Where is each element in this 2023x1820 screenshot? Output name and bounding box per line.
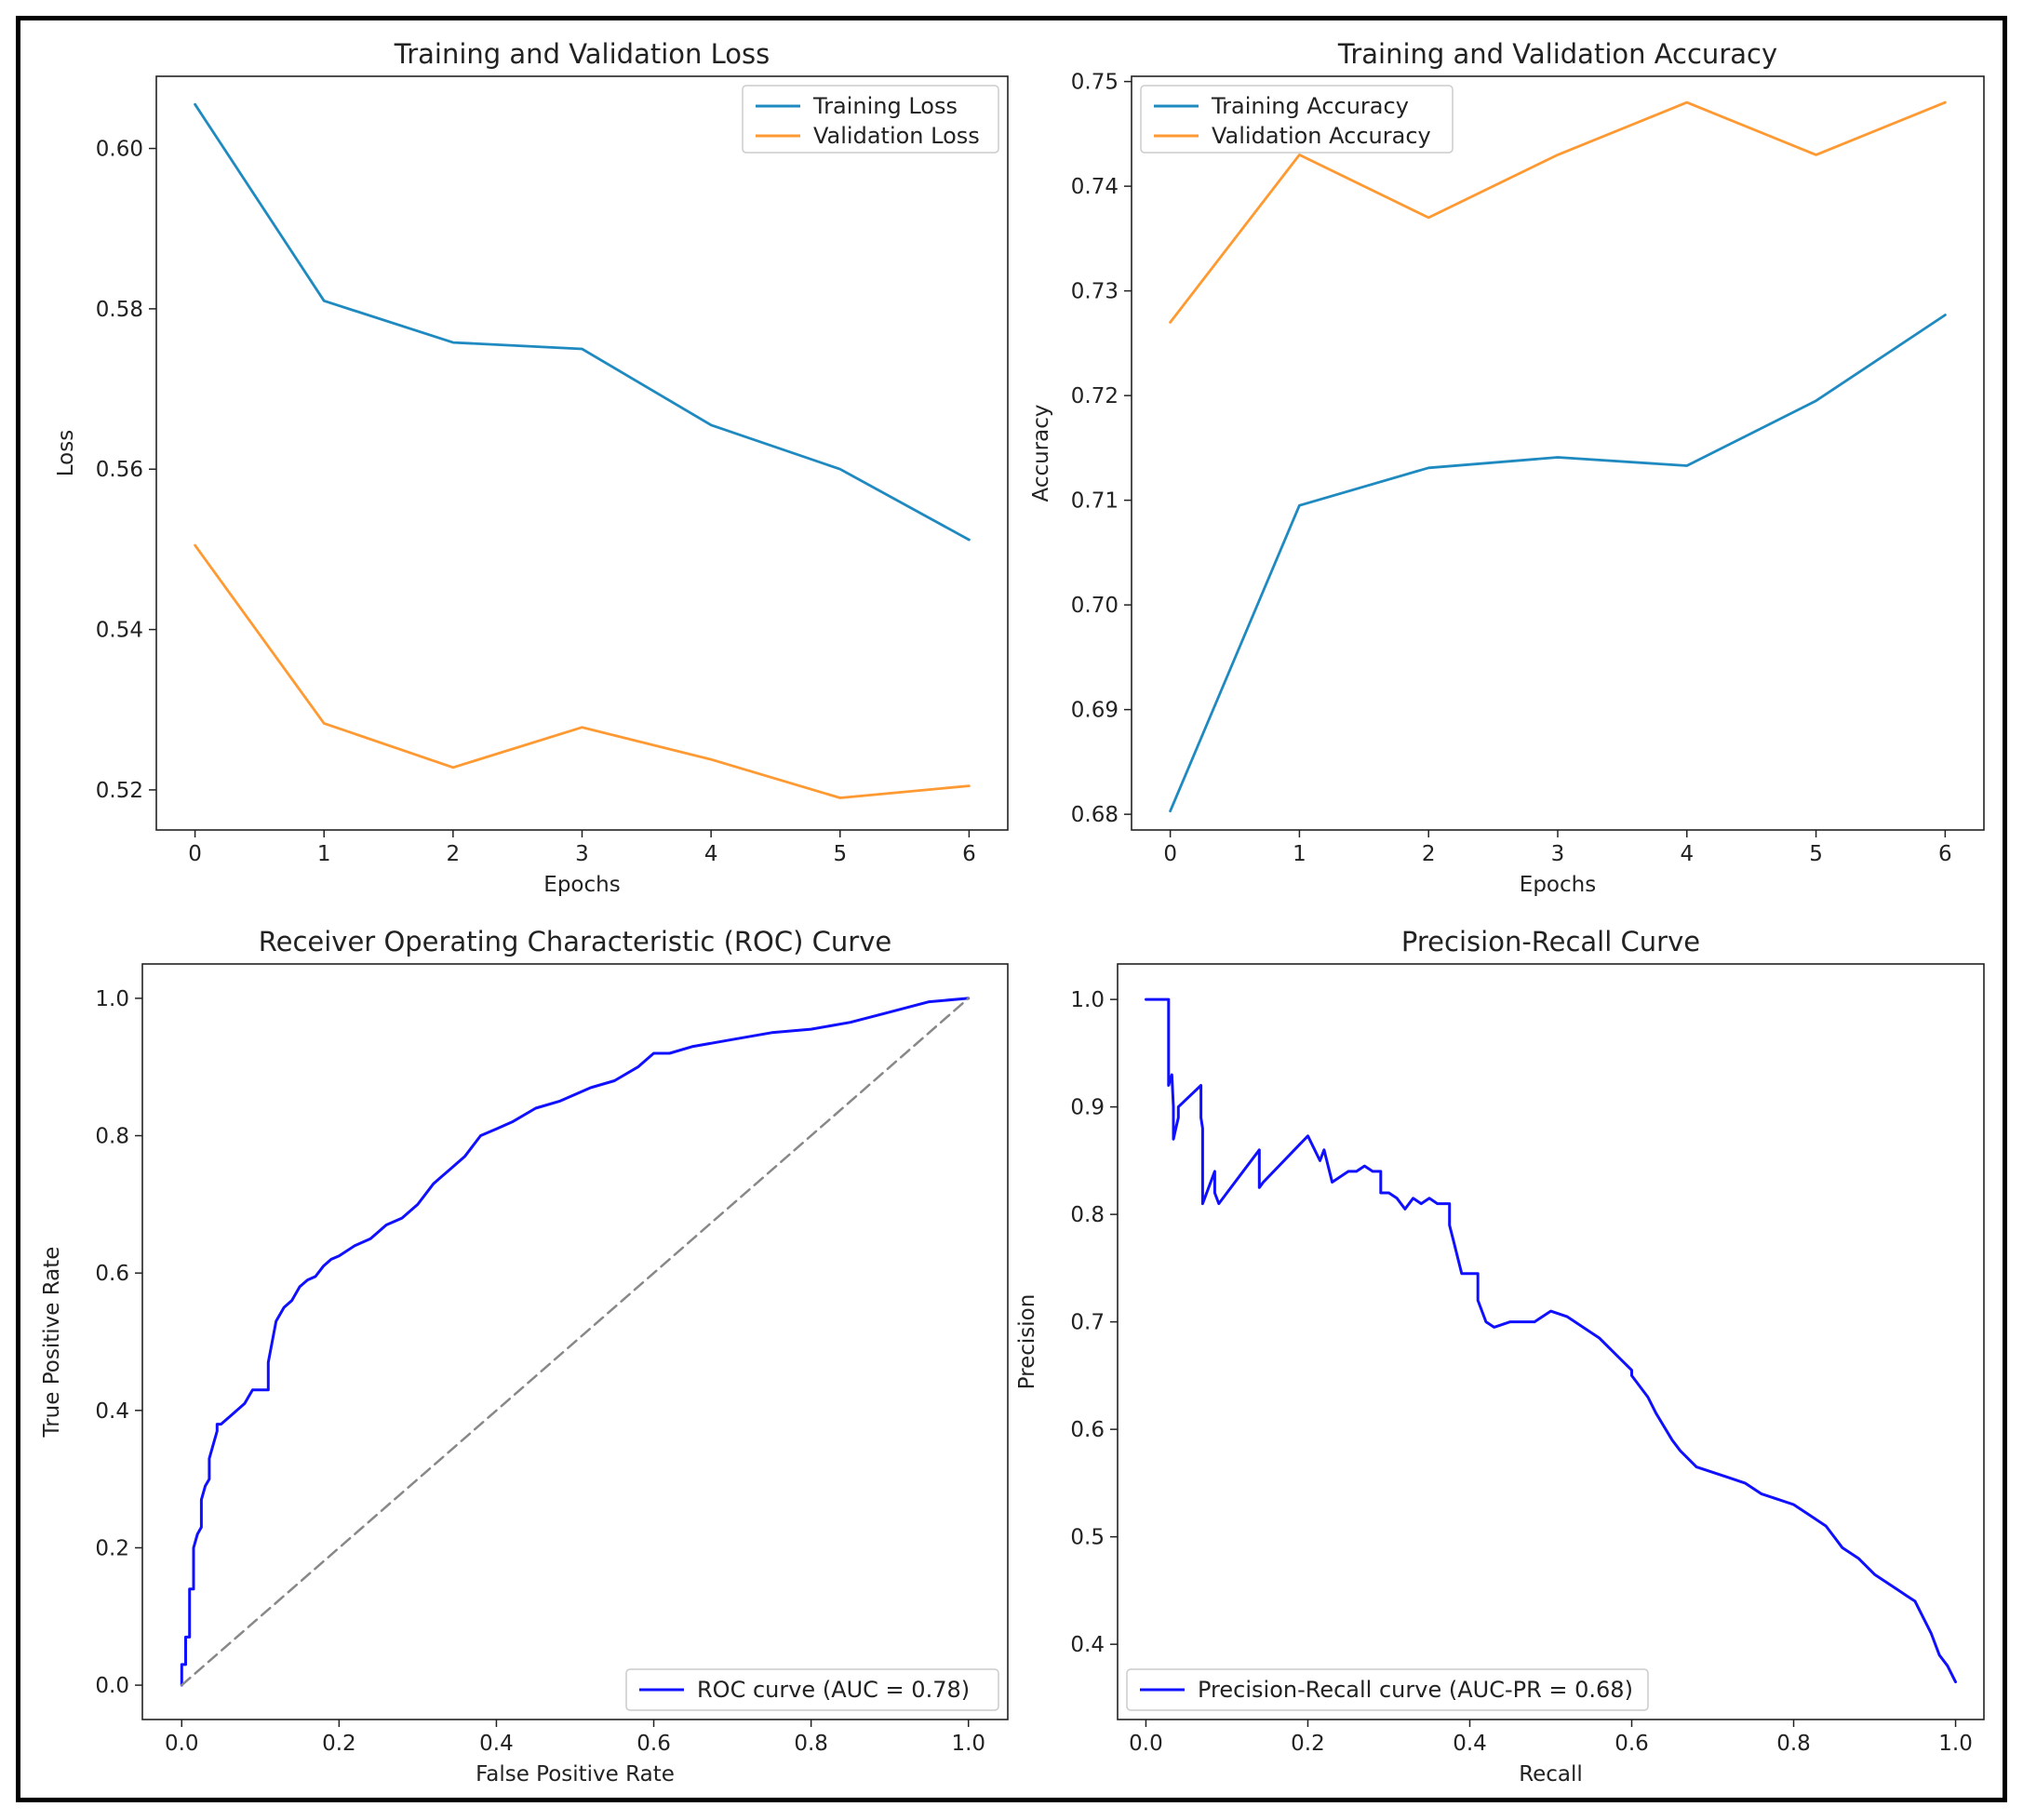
x-tick-label: 6	[1938, 842, 1952, 866]
y-tick-label: 0.8	[1070, 1203, 1105, 1227]
legend: Precision-Recall curve (AUC-PR = 0.68)	[1126, 1668, 1649, 1711]
legend-box	[1140, 85, 1454, 154]
x-tick-label: 2	[1422, 842, 1436, 866]
legend-label: Validation Accuracy	[1212, 123, 1431, 149]
y-tick-label: 0.6	[95, 1262, 129, 1286]
figure-frame	[16, 16, 2007, 1802]
y-tick-label: 0.69	[1071, 699, 1119, 723]
x-tick-label: 3	[1551, 842, 1565, 866]
legend: ROC curve (AUC = 0.78)	[625, 1668, 999, 1711]
x-tick-label: 0.4	[1453, 1732, 1487, 1756]
series-line-1	[1169, 314, 1947, 813]
y-tick-label: 0.75	[1071, 71, 1119, 95]
x-tick-label: 4	[1680, 842, 1694, 866]
y-axis-label: Precision	[1015, 1294, 1039, 1390]
legend-box	[1126, 1668, 1649, 1711]
y-tick-label: 0.71	[1071, 489, 1119, 514]
plot-area-frame	[155, 75, 1009, 831]
series-line-1	[1145, 997, 1957, 1684]
y-tick-label: 0.6	[1070, 1418, 1105, 1442]
y-tick-label: 0.2	[95, 1536, 129, 1560]
x-tick-label: 0.2	[322, 1732, 356, 1756]
chart-panel-2: Training and Validation Accuracy 0 1 2 3 4 5 6 0…	[1029, 38, 1985, 897]
legend-box	[625, 1668, 999, 1711]
y-tick-label: 0.72	[1071, 384, 1119, 408]
x-tick-label: 1	[1293, 842, 1306, 866]
x-tick-label: 0.8	[794, 1732, 828, 1756]
y-tick-label: 0.52	[96, 779, 143, 803]
y-axis-label: True Positive Rate	[40, 1247, 64, 1439]
x-tick-label: 3	[575, 842, 589, 866]
x-tick-label: 2	[447, 842, 461, 866]
y-tick-label: 0.9	[1070, 1096, 1105, 1120]
y-tick-label: 0.5	[1070, 1526, 1105, 1550]
y-tick-label: 0.73	[1071, 280, 1119, 304]
legend-label: Validation Loss	[813, 123, 980, 149]
y-tick-label: 0.0	[95, 1674, 129, 1698]
legend-label: ROC curve (AUC = 0.78)	[697, 1677, 970, 1703]
x-tick-label: 0.0	[165, 1732, 199, 1756]
y-tick-label: 1.0	[95, 987, 129, 1011]
legend-label: Precision-Recall curve (AUC-PR = 0.68)	[1198, 1677, 1633, 1703]
y-tick-label: 1.0	[1070, 988, 1105, 1012]
y-axis-label: Loss	[54, 430, 78, 476]
x-tick-label: 0.4	[479, 1732, 514, 1756]
series-line-chance	[181, 997, 970, 1687]
x-tick-label: 0.6	[636, 1732, 671, 1756]
chart-panel-4: Precision-Recall Curve 0.0 0.2 0.4 0.6 0.8 1.0…	[1015, 926, 1985, 1787]
chart-title: Training and Validation Accuracy	[1337, 38, 1777, 70]
series-line-1	[180, 997, 971, 1687]
y-axis-label: Accuracy	[1029, 404, 1053, 502]
y-tick-label: 0.70	[1071, 594, 1119, 618]
series-line-1	[194, 102, 971, 542]
chart-title: Precision-Recall Curve	[1401, 926, 1700, 957]
y-tick-label: 0.74	[1071, 175, 1119, 199]
x-tick-label: 0.0	[1129, 1732, 1163, 1756]
x-tick-label: 0.2	[1291, 1732, 1325, 1756]
chart-title: Receiver Operating Characteristic (ROC) …	[259, 926, 891, 957]
series-line-2	[1169, 100, 1947, 324]
x-tick-label: 1.0	[1938, 1732, 1973, 1756]
x-tick-label: 5	[1809, 842, 1823, 866]
y-tick-label: 0.7	[1070, 1311, 1105, 1335]
legend-label: Training Accuracy	[1211, 93, 1409, 119]
y-tick-label: 0.68	[1071, 803, 1119, 827]
x-axis-label: False Positive Rate	[476, 1762, 675, 1787]
y-tick-label: 0.4	[95, 1399, 129, 1424]
legend: Training Accuracy Validation Accuracy	[1140, 85, 1454, 154]
x-tick-label: 4	[704, 842, 718, 866]
x-axis-label: Epochs	[543, 873, 620, 897]
chart-title: Training and Validation Loss	[394, 38, 770, 70]
y-tick-label: 0.58	[96, 298, 143, 322]
x-tick-label: 0.8	[1776, 1732, 1811, 1756]
y-tick-label: 0.60	[96, 138, 143, 162]
legend: Training Loss Validation Loss	[742, 85, 999, 154]
y-tick-label: 0.54	[96, 619, 143, 643]
y-tick-label: 0.8	[95, 1125, 129, 1149]
x-tick-label: 1	[317, 842, 331, 866]
y-tick-label: 0.56	[96, 458, 143, 482]
series-line-2	[194, 543, 971, 799]
chart-panel-1: Training and Validation Loss 0 1 2 3 4 5 6 0.52 0…	[54, 38, 1009, 897]
x-tick-label: 0.6	[1614, 1732, 1649, 1756]
x-tick-label: 1.0	[951, 1732, 985, 1756]
x-axis-label: Epochs	[1520, 873, 1596, 897]
x-tick-label: 0	[188, 842, 202, 866]
chart-panel-3: Receiver Operating Characteristic (ROC) …	[40, 926, 1009, 1787]
x-tick-label: 5	[833, 842, 847, 866]
y-tick-label: 0.4	[1070, 1633, 1105, 1657]
legend-box	[742, 85, 999, 154]
x-tick-label: 0	[1163, 842, 1177, 866]
plot-area-frame	[1131, 75, 1985, 831]
x-axis-label: Recall	[1519, 1762, 1583, 1787]
legend-label: Training Loss	[812, 93, 958, 119]
plot-area-frame	[141, 963, 1009, 1720]
plot-area-frame	[1117, 963, 1985, 1720]
x-tick-label: 6	[962, 842, 976, 866]
